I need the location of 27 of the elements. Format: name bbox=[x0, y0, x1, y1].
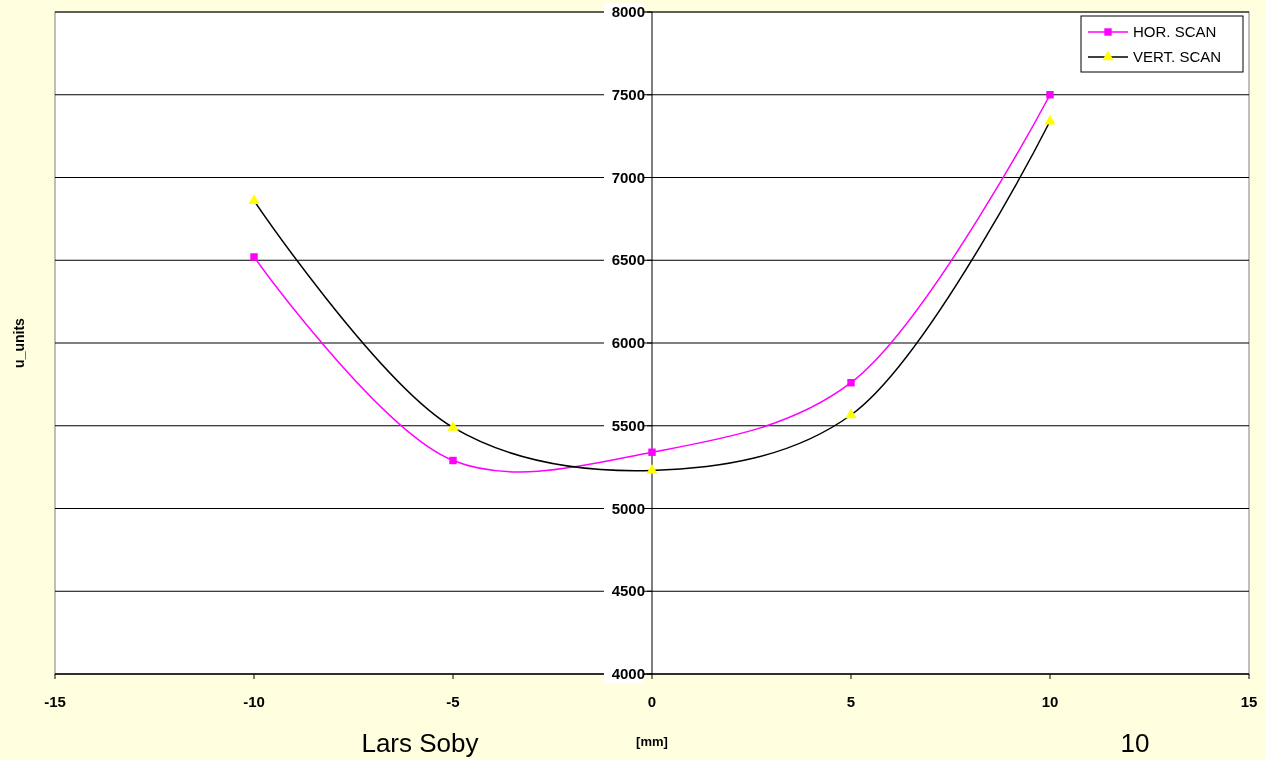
x-tick-label: -5 bbox=[446, 693, 460, 710]
text: 10 bbox=[1120, 728, 1150, 758]
y-tick-label: 4500 bbox=[611, 582, 645, 600]
y-tick-label: 4000 bbox=[611, 665, 645, 682]
text: Lars Soby bbox=[361, 728, 479, 758]
x-axis-title: [mm] bbox=[636, 734, 668, 749]
y-tick-label: 5000 bbox=[611, 499, 645, 517]
y-tick-label: 6000 bbox=[611, 334, 645, 351]
point bbox=[648, 448, 656, 456]
point bbox=[1046, 91, 1054, 99]
x-tick-label: 5 bbox=[846, 693, 856, 710]
x-tick-label: 0 bbox=[647, 693, 657, 710]
y-tick-label: 5500 bbox=[611, 416, 645, 434]
x-tick-label: -10 bbox=[243, 693, 265, 710]
legend-label: VERT. SCAN bbox=[1133, 48, 1222, 65]
y-tick-label: 7500 bbox=[611, 85, 645, 103]
point bbox=[250, 253, 258, 261]
y-tick-label: 7000 bbox=[611, 168, 645, 186]
x-tick-label: 15 bbox=[1240, 693, 1258, 710]
point bbox=[449, 456, 457, 465]
legend-label: HOR. SCAN bbox=[1133, 23, 1217, 40]
x-tick-label: 10 bbox=[1041, 693, 1059, 710]
point bbox=[847, 379, 855, 387]
y-tick-label: 6500 bbox=[611, 251, 645, 269]
x-tick-label: -15 bbox=[44, 693, 66, 710]
y-axis-title: u_units bbox=[11, 317, 27, 368]
y-tick-label: 8000 bbox=[611, 3, 645, 20]
